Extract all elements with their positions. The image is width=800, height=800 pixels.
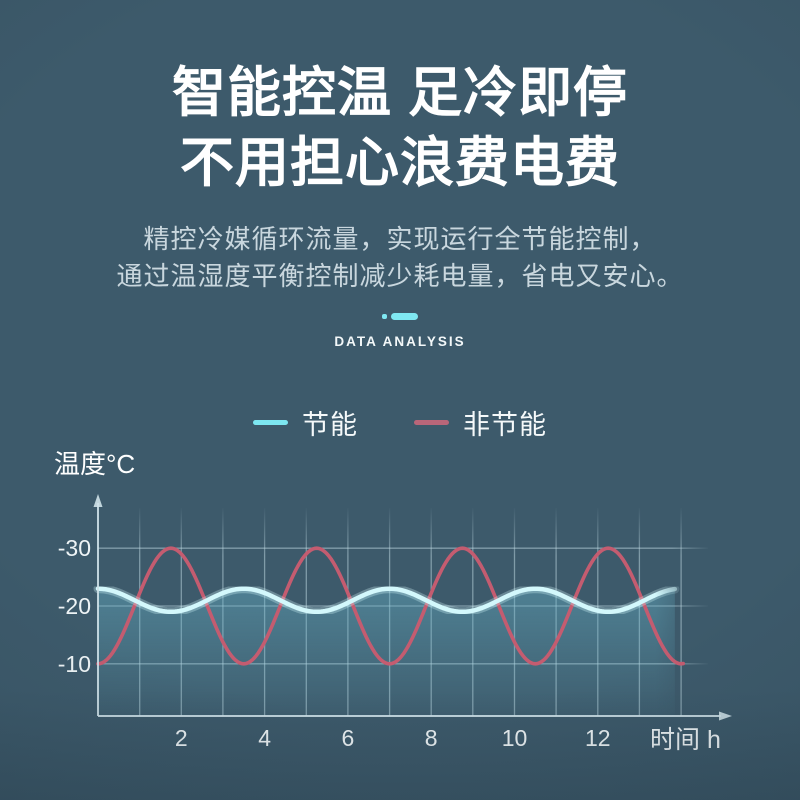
legend-line-swatch-cyan bbox=[253, 419, 288, 425]
svg-text:10: 10 bbox=[502, 725, 528, 751]
legend-label-non-energy-saving: 非节能 bbox=[463, 409, 547, 440]
badge-deco-icon bbox=[382, 313, 418, 320]
page-title: 智能控温 足冷即停 不用担心浪费电费 bbox=[0, 58, 800, 198]
page-subtitle: 精控冷媒循环流量，实现运行全节能控制， 通过温湿度平衡控制减少耗电量，省电又安心… bbox=[0, 221, 800, 295]
chart-legend: 节能 非节能 bbox=[0, 404, 800, 440]
svg-text:温度°C: 温度°C bbox=[54, 449, 135, 479]
svg-text:-30: -30 bbox=[58, 535, 91, 561]
legend-item-non-energy-saving: 非节能 bbox=[414, 403, 547, 442]
svg-text:6: 6 bbox=[342, 725, 355, 751]
legend-line-swatch-red bbox=[414, 419, 449, 425]
svg-text:-10: -10 bbox=[58, 651, 91, 677]
svg-text:4: 4 bbox=[258, 725, 271, 751]
badge-bar-icon bbox=[391, 313, 418, 320]
title-line-2: 不用担心浪费电费 bbox=[180, 133, 620, 193]
legend-item-energy-saving: 节能 bbox=[253, 403, 358, 442]
subtitle-line-2: 通过温湿度平衡控制减少耗电量，省电又安心。 bbox=[116, 261, 684, 291]
section-badge: DATA ANALYSIS bbox=[0, 313, 800, 349]
svg-text:8: 8 bbox=[425, 725, 438, 751]
svg-text:12: 12 bbox=[585, 725, 611, 751]
svg-text:2: 2 bbox=[175, 725, 188, 751]
badge-dot-icon bbox=[382, 314, 387, 319]
subtitle-line-1: 精控冷媒循环流量，实现运行全节能控制， bbox=[143, 224, 657, 254]
svg-text:-20: -20 bbox=[58, 593, 91, 619]
badge-label: DATA ANALYSIS bbox=[334, 334, 466, 349]
svg-text:时间 h: 时间 h bbox=[650, 726, 721, 754]
title-line-1: 智能控温 足冷即停 bbox=[171, 63, 628, 123]
legend-label-energy-saving: 节能 bbox=[302, 409, 358, 440]
